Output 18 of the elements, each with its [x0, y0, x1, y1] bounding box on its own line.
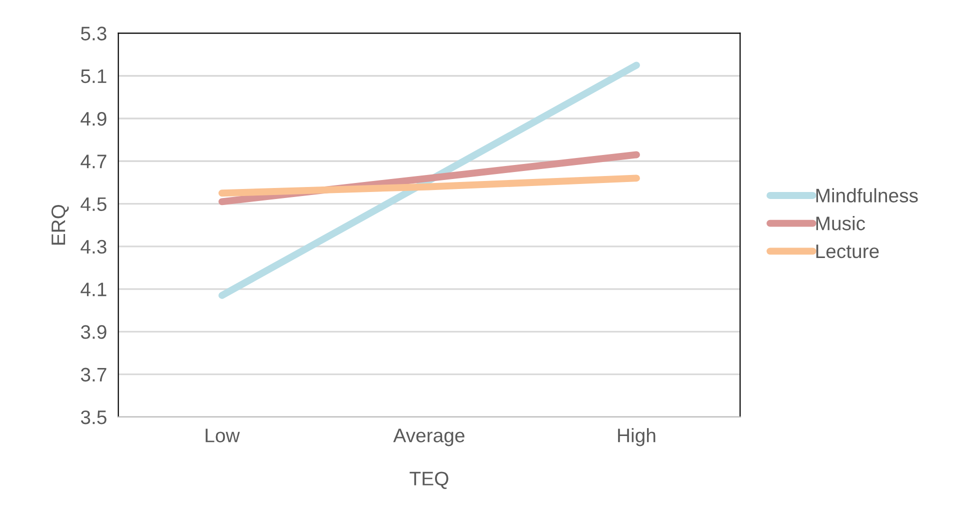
x-tick-label: High [618, 428, 656, 446]
x-tick-label: Low [206, 428, 240, 442]
x-axis-title: TEQ [410, 472, 448, 489]
legend-label: Music [816, 216, 866, 230]
y-tick-label: 4.3 [80, 240, 106, 254]
y-tick-label: 3.9 [80, 325, 106, 339]
y-tick-label: 4.9 [80, 112, 106, 126]
y-tick-label: 5.1 [80, 70, 106, 84]
y-tick-label: 4.7 [80, 154, 106, 168]
y-axis-title: ERQ [51, 204, 69, 245]
y-tick-label: 4.1 [80, 282, 106, 296]
y-tick-label: 5.3 [80, 26, 106, 40]
x-tick-label: Average [393, 428, 464, 446]
legend-label: Mindfulness [816, 188, 918, 202]
y-tick-label: 4.5 [80, 197, 106, 212]
legend-label: Lecture [816, 244, 879, 258]
y-tick-label: 3.5 [80, 410, 106, 424]
y-tick-label: 3.7 [80, 368, 106, 382]
